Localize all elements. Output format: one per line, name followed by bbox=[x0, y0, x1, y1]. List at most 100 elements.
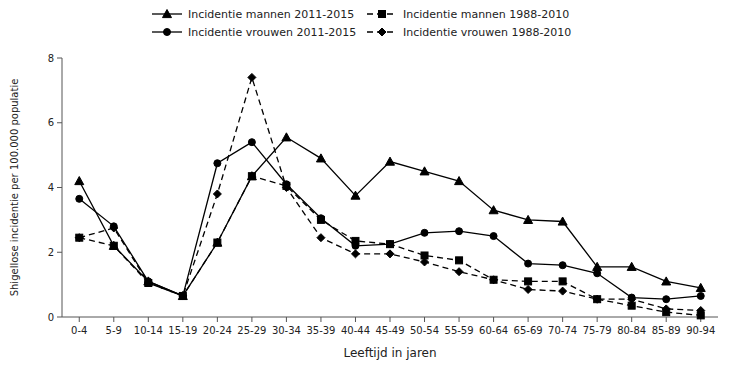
x-tick-label: 0-4 bbox=[71, 325, 87, 336]
series bbox=[75, 73, 704, 314]
point-marker bbox=[387, 241, 394, 248]
point-marker bbox=[455, 177, 464, 185]
point-marker bbox=[628, 295, 636, 303]
point-marker bbox=[696, 283, 705, 291]
x-tick-label: 35-39 bbox=[306, 325, 335, 336]
legend: Incidentie mannen 2011-2015 Incidentie vr… bbox=[152, 8, 571, 39]
legend-marker bbox=[163, 10, 172, 18]
legend-item: Incidentie vrouwen 1988-2010 bbox=[367, 26, 571, 39]
legend-label: Incidentie mannen 1988-2010 bbox=[403, 8, 569, 21]
point-marker bbox=[627, 262, 636, 270]
x-tick-label: 90-94 bbox=[686, 325, 715, 336]
y-tick bbox=[57, 187, 62, 188]
point-marker bbox=[594, 296, 601, 303]
point-marker bbox=[282, 184, 290, 192]
point-marker bbox=[144, 279, 152, 287]
point-marker bbox=[179, 292, 186, 299]
x-tick-label: 40-44 bbox=[341, 325, 370, 336]
x-tick-label: 5-9 bbox=[106, 325, 122, 336]
series bbox=[75, 133, 705, 300]
y-tick bbox=[57, 317, 62, 318]
x-tick-label: 60-64 bbox=[479, 325, 508, 336]
point-marker bbox=[490, 276, 498, 284]
point-marker bbox=[420, 167, 429, 175]
legend-label: Incidentie vrouwen 2011-2015 bbox=[188, 26, 356, 39]
series-line bbox=[79, 142, 700, 299]
chart: 024680-45-910-1415-1920-2425-2930-3435-3… bbox=[0, 0, 734, 365]
x-tick bbox=[148, 317, 149, 322]
point-marker bbox=[524, 215, 533, 223]
point-marker bbox=[179, 292, 187, 300]
point-marker bbox=[559, 287, 567, 295]
point-marker bbox=[386, 157, 395, 165]
point-marker bbox=[75, 234, 83, 242]
point-marker bbox=[213, 190, 221, 198]
point-marker bbox=[663, 296, 670, 303]
point-marker bbox=[524, 285, 532, 293]
x-tick bbox=[217, 317, 218, 322]
x-tick-label: 45-49 bbox=[375, 325, 404, 336]
point-marker bbox=[559, 278, 566, 285]
x-tick bbox=[320, 317, 321, 322]
y-tick bbox=[57, 122, 62, 123]
y-tick-label: 2 bbox=[48, 247, 54, 258]
legend-marker bbox=[378, 28, 386, 36]
point-marker bbox=[214, 160, 221, 167]
point-marker bbox=[662, 277, 671, 285]
point-marker bbox=[558, 217, 567, 225]
point-marker bbox=[317, 234, 325, 242]
x-tick bbox=[666, 317, 667, 322]
point-marker bbox=[248, 139, 255, 146]
point-marker bbox=[248, 173, 255, 180]
point-marker bbox=[455, 268, 463, 276]
point-marker bbox=[490, 276, 497, 283]
point-marker bbox=[75, 177, 84, 185]
point-marker bbox=[489, 206, 498, 214]
point-marker bbox=[213, 238, 222, 246]
point-marker bbox=[109, 241, 118, 249]
point-marker bbox=[490, 233, 497, 240]
point-marker bbox=[248, 73, 256, 81]
y-tick bbox=[57, 58, 62, 59]
point-marker bbox=[76, 234, 83, 241]
y-tick-label: 0 bbox=[48, 312, 54, 323]
point-marker bbox=[593, 262, 602, 270]
legend-item: Incidentie mannen 2011-2015 bbox=[152, 8, 354, 21]
legend-item: Incidentie mannen 1988-2010 bbox=[367, 8, 569, 21]
point-marker bbox=[282, 133, 291, 141]
point-marker bbox=[559, 262, 566, 269]
x-tick bbox=[562, 317, 563, 322]
x-tick-label: 25-29 bbox=[237, 325, 266, 336]
point-marker bbox=[351, 250, 359, 258]
y-axis-label: Shigellose incidentie per 100.000 popula… bbox=[9, 79, 20, 297]
point-marker bbox=[421, 229, 428, 236]
point-marker bbox=[76, 195, 83, 202]
point-marker bbox=[110, 224, 118, 232]
point-marker bbox=[316, 154, 325, 162]
x-tick-label: 15-19 bbox=[168, 325, 197, 336]
point-marker bbox=[178, 291, 187, 299]
point-marker bbox=[386, 250, 394, 258]
point-marker bbox=[456, 257, 463, 264]
x-tick bbox=[182, 317, 183, 322]
x-tick bbox=[79, 317, 80, 322]
x-tick-label: 10-14 bbox=[134, 325, 163, 336]
point-marker bbox=[351, 191, 360, 199]
x-tick bbox=[355, 317, 356, 322]
y-tick bbox=[57, 252, 62, 253]
x-tick-label: 65-69 bbox=[514, 325, 543, 336]
point-marker bbox=[110, 242, 117, 249]
x-tick-label: 75-79 bbox=[583, 325, 612, 336]
point-marker bbox=[525, 278, 532, 285]
series bbox=[76, 139, 704, 303]
point-marker bbox=[352, 237, 359, 244]
x-tick bbox=[528, 317, 529, 322]
x-tick-label: 20-24 bbox=[203, 325, 232, 336]
x-tick bbox=[424, 317, 425, 322]
point-marker bbox=[594, 270, 601, 277]
point-marker bbox=[145, 280, 152, 287]
x-tick-label: 85-89 bbox=[652, 325, 681, 336]
x-tick bbox=[113, 317, 114, 322]
series-line bbox=[79, 137, 700, 296]
x-tick-label: 80-84 bbox=[617, 325, 646, 336]
